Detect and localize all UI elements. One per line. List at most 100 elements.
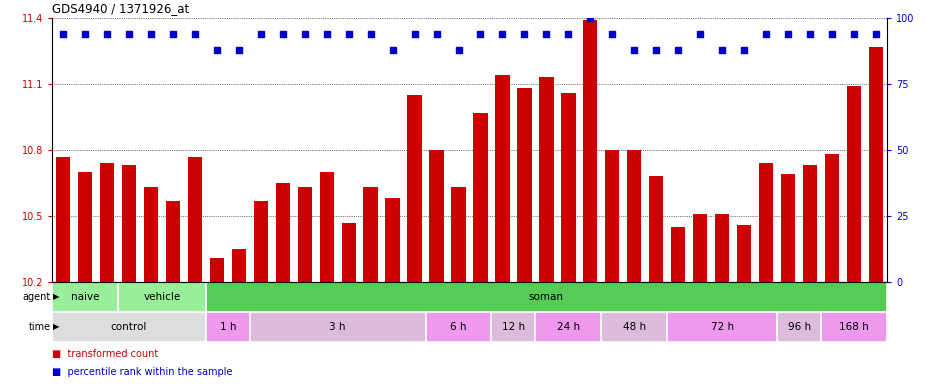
Point (341, 31, 356, 37)
Bar (143, 187, 158, 282)
Bar (319, 172, 334, 282)
Bar (649, 176, 663, 282)
Text: soman: soman (529, 292, 564, 302)
Point (648, 46, 663, 53)
Point (495, 31, 510, 37)
Bar (426, 312, 491, 342)
Text: ■  percentile rank within the sample: ■ percentile rank within the sample (52, 367, 232, 377)
Text: 3 h: 3 h (329, 322, 346, 332)
Bar (451, 187, 465, 282)
Bar (781, 174, 796, 282)
Text: naive: naive (70, 292, 99, 302)
Bar (561, 93, 575, 282)
Text: agent: agent (23, 292, 51, 302)
Point (231, 46, 246, 53)
Point (253, 31, 268, 37)
Point (166, 31, 180, 37)
Bar (253, 200, 268, 282)
Text: 168 h: 168 h (839, 322, 869, 332)
Bar (188, 157, 202, 282)
Point (605, 31, 620, 37)
Bar (56, 157, 70, 282)
Bar (78, 172, 92, 282)
Bar (474, 113, 487, 282)
Point (319, 31, 334, 37)
Bar (605, 150, 620, 282)
Point (671, 46, 685, 53)
Text: GDS4940 / 1371926_at: GDS4940 / 1371926_at (52, 2, 190, 15)
Point (715, 46, 730, 53)
Bar (693, 214, 708, 282)
Bar (206, 312, 250, 342)
Text: 48 h: 48 h (623, 322, 646, 332)
Point (583, 15, 598, 21)
Bar (52, 282, 117, 312)
Text: time: time (29, 322, 51, 332)
Bar (52, 312, 206, 342)
Bar (821, 312, 887, 342)
Bar (386, 199, 400, 282)
Bar (759, 163, 773, 282)
Text: vehicle: vehicle (143, 292, 180, 302)
Point (385, 46, 400, 53)
Text: 1 h: 1 h (219, 322, 236, 332)
Bar (100, 163, 114, 282)
Point (473, 31, 487, 37)
Bar (869, 46, 883, 282)
Point (143, 31, 158, 37)
Point (737, 46, 752, 53)
Bar (364, 187, 377, 282)
Bar (206, 282, 887, 312)
Bar (298, 187, 312, 282)
Point (121, 31, 136, 37)
Point (825, 31, 840, 37)
Bar (231, 249, 246, 282)
Point (781, 31, 796, 37)
Point (627, 46, 642, 53)
Text: ▶: ▶ (53, 293, 59, 301)
Bar (667, 312, 777, 342)
Bar (715, 214, 729, 282)
Bar (517, 88, 532, 282)
Point (846, 31, 861, 37)
Bar (276, 183, 290, 282)
Bar (825, 154, 839, 282)
Point (758, 31, 773, 37)
Bar (627, 150, 641, 282)
Point (364, 31, 378, 37)
Text: ▶: ▶ (53, 323, 59, 331)
Bar (803, 166, 817, 282)
Text: 24 h: 24 h (557, 322, 580, 332)
Point (803, 31, 818, 37)
Point (869, 31, 883, 37)
Text: control: control (111, 322, 147, 332)
Point (517, 31, 532, 37)
Point (56, 31, 70, 37)
Text: 96 h: 96 h (787, 322, 810, 332)
Bar (539, 78, 553, 282)
Text: 12 h: 12 h (502, 322, 525, 332)
Point (539, 31, 554, 37)
Bar (407, 95, 422, 282)
Bar (491, 312, 536, 342)
Bar (210, 258, 224, 282)
Point (297, 31, 312, 37)
Point (693, 31, 708, 37)
Bar (495, 75, 510, 282)
Point (429, 31, 444, 37)
Bar (122, 166, 136, 282)
Bar (601, 312, 667, 342)
Bar (250, 312, 426, 342)
Bar (584, 20, 598, 282)
Point (78, 31, 92, 37)
Point (188, 31, 203, 37)
Point (209, 46, 224, 53)
Text: ■  transformed count: ■ transformed count (52, 349, 158, 359)
Bar (737, 225, 751, 282)
Bar (429, 150, 444, 282)
Bar (166, 200, 180, 282)
Text: 6 h: 6 h (450, 322, 467, 332)
Point (407, 31, 422, 37)
Bar (536, 312, 601, 342)
Bar (341, 223, 356, 282)
